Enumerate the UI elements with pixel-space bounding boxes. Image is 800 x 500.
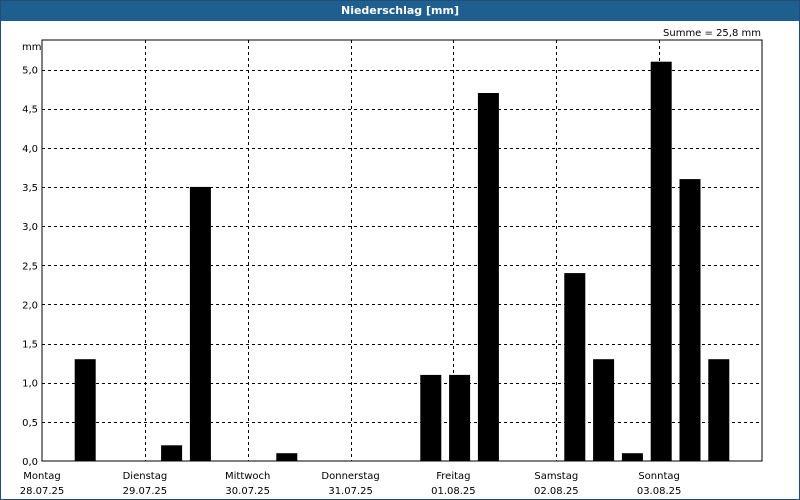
bar (276, 453, 298, 461)
bar (564, 273, 586, 461)
x-tick-date: 02.08.25 (534, 486, 579, 497)
y-tick-label: 4,0 (22, 144, 38, 155)
bar (477, 93, 499, 461)
y-tick-label: 3,0 (22, 222, 38, 233)
bar (650, 61, 672, 461)
chart-title: Niederschlag [mm] (1, 1, 799, 21)
bar (621, 453, 643, 461)
x-tick-date: 31.07.25 (328, 486, 373, 497)
y-tick-label: 2,0 (22, 300, 38, 311)
x-tick-day: Dienstag (123, 471, 168, 482)
x-tick-date: 28.07.25 (20, 486, 65, 497)
x-tick-date: 03.08.25 (637, 486, 682, 497)
bar (679, 179, 701, 461)
y-tick-label: 0,5 (22, 418, 38, 429)
y-tick-label: 5,0 (22, 66, 38, 77)
x-tick-date: 30.07.25 (225, 486, 270, 497)
bar-series (74, 61, 730, 461)
grid-lines (42, 40, 762, 461)
x-tick-day: Freitag (436, 471, 470, 482)
y-tick-label: 1,5 (22, 340, 38, 351)
x-tick-day: Donnerstag (321, 471, 379, 482)
x-tick-date: 01.08.25 (431, 486, 476, 497)
bar (74, 359, 96, 461)
sum-annotation: Summe = 25,8 mm (663, 28, 761, 39)
x-tick-day: Sonntag (638, 471, 680, 482)
x-tick-day: Samstag (534, 471, 578, 482)
x-tick-date: 29.07.25 (123, 486, 168, 497)
bar (161, 445, 183, 461)
bar (708, 359, 730, 461)
plot-area (41, 39, 763, 462)
bar (449, 374, 471, 461)
bar (420, 374, 442, 461)
y-axis-label: mm (22, 42, 41, 53)
y-tick-label: 1,0 (22, 379, 38, 390)
x-tick-labels: Montag 28.07.25 Dienstag 29.07.25 Mittwoch 30… (20, 471, 682, 497)
bar (189, 186, 211, 461)
y-tick-label: 4,5 (22, 105, 38, 116)
x-tick-day: Montag (23, 471, 60, 482)
y-tick-label: 3,5 (22, 183, 38, 194)
y-tick-label: 0,0 (22, 457, 38, 468)
bar (593, 359, 615, 461)
y-tick-label: 2,5 (22, 261, 38, 272)
x-tick-day: Mittwoch (225, 471, 270, 482)
y-tick-labels: 0,0 0,5 1,0 1,5 2,0 2,5 3,0 3,5 4,0 4,5 5,0 (22, 66, 38, 469)
